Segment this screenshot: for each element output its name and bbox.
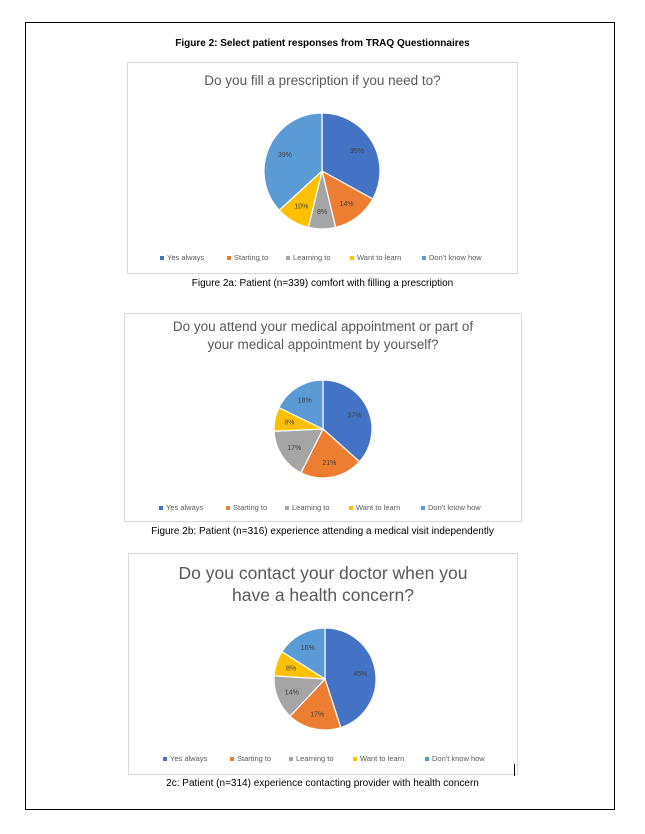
pie-slice-learning-to bbox=[273, 428, 324, 474]
pie-slice-don-t-know-how bbox=[281, 627, 326, 681]
legend-entry: Don't know how bbox=[432, 754, 485, 763]
pie-slice-don-t-know-how bbox=[263, 112, 323, 211]
legend-entry: Yes always bbox=[166, 503, 203, 512]
legend-swatch bbox=[230, 757, 234, 761]
legend-entry: Learning to bbox=[296, 754, 334, 763]
data-label: 35% bbox=[350, 148, 364, 155]
chart-2c: Do you contact your doctor when you have… bbox=[128, 553, 518, 775]
chart-2b: Do you attend your medical appointment o… bbox=[124, 313, 522, 522]
legend-swatch bbox=[285, 506, 289, 510]
legend-entry: Want to learn bbox=[360, 754, 404, 763]
legend-entry: Yes always bbox=[170, 754, 207, 763]
legend-swatch bbox=[286, 256, 290, 260]
data-label: 39% bbox=[278, 152, 292, 159]
data-label: 8% bbox=[286, 665, 296, 672]
data-label: 45% bbox=[353, 671, 367, 678]
chart-2c-svg: 45% 17% 14% 8% 16% Yes always Starting to Learn… bbox=[163, 627, 485, 763]
legend-entry: Starting to bbox=[237, 754, 271, 763]
data-label: 8% bbox=[284, 420, 294, 427]
page-border bbox=[25, 22, 615, 810]
data-label: 37% bbox=[347, 413, 361, 420]
legend-swatch bbox=[226, 506, 230, 510]
figure-title: Figure 2: Select patient responses from … bbox=[175, 38, 470, 49]
legend-swatch bbox=[353, 757, 357, 761]
legend-entry: Starting to bbox=[233, 503, 267, 512]
legend-entry: Yes always bbox=[167, 253, 204, 262]
chart-2a: Do you fill a prescription if you need t… bbox=[127, 62, 518, 274]
caption-2b: Figure 2b: Patient (n=316) experience at… bbox=[151, 526, 494, 537]
pie-slice-yes-always bbox=[321, 112, 381, 200]
chart-2a-svg: 35% 14% 8% 10% 39% Yes always Starting to Learn… bbox=[160, 112, 482, 262]
data-label: 14% bbox=[285, 690, 299, 697]
chart-2a-title: Do you fill a prescription if you need t… bbox=[128, 72, 517, 89]
chart-2a-title-line-1: Do you fill a prescription if you need t… bbox=[204, 73, 441, 88]
legend-swatch bbox=[160, 256, 164, 260]
data-label: 17% bbox=[287, 445, 301, 452]
chart-2b-svg: 37% 21% 17% 8% 18% Yes always Starting to Learn… bbox=[159, 379, 481, 512]
chart-2b-title-line-1: Do you attend your medical appointment o… bbox=[172, 319, 474, 334]
data-label: 18% bbox=[298, 397, 312, 404]
pie-slice-starting-to bbox=[289, 677, 342, 731]
legend-entry: Don't know how bbox=[428, 503, 481, 512]
caption-2c: 2c: Patient (n=314) experience contactin… bbox=[166, 778, 479, 789]
chart-2c-title-line-2: have a health concern? bbox=[232, 585, 414, 605]
pie-slice-yes-always bbox=[324, 627, 377, 729]
legend-swatch bbox=[350, 256, 354, 260]
legend-swatch bbox=[422, 256, 426, 260]
legend-swatch bbox=[349, 506, 353, 510]
legend-entry: Want to learn bbox=[357, 253, 401, 262]
legend-entry: Learning to bbox=[293, 253, 331, 262]
chart-2b-title: Do you attend your medical appointment o… bbox=[125, 318, 521, 354]
pie-slice-don-t-know-how bbox=[278, 379, 324, 430]
chart-2c-title-line-1: Do you contact your doctor when you bbox=[178, 563, 468, 583]
legend-entry: Want to learn bbox=[356, 503, 400, 512]
legend-swatch bbox=[163, 757, 167, 761]
data-label: 10% bbox=[294, 203, 308, 210]
legend-swatch bbox=[425, 757, 429, 761]
chart-2b-title-line-2: your medical appointment by yourself? bbox=[207, 337, 439, 352]
legend-entry: Don't know how bbox=[429, 253, 482, 262]
divider-tick bbox=[514, 764, 515, 776]
data-label: 17% bbox=[310, 711, 324, 718]
legend-entry: Learning to bbox=[292, 503, 330, 512]
data-label: 16% bbox=[301, 645, 315, 652]
pie-slice-starting-to bbox=[300, 428, 361, 479]
legend-swatch bbox=[289, 757, 293, 761]
pie-slice-yes-always bbox=[322, 379, 373, 463]
data-label: 14% bbox=[340, 201, 354, 208]
legend-swatch bbox=[227, 256, 231, 260]
legend-swatch bbox=[421, 506, 425, 510]
data-label: 21% bbox=[322, 460, 336, 467]
legend-entry: Starting to bbox=[234, 253, 268, 262]
chart-2c-title: Do you contact your doctor when you have… bbox=[129, 562, 517, 606]
caption-2a: Figure 2a: Patient (n=339) comfort with … bbox=[191, 278, 454, 289]
data-label: 8% bbox=[317, 209, 327, 216]
legend-swatch bbox=[159, 506, 163, 510]
